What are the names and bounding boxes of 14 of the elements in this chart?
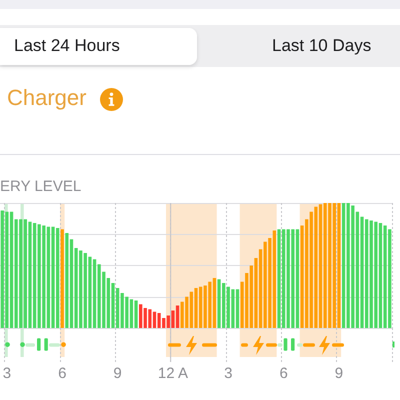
x-tick-label: 3 [2,365,12,382]
text: Last 24 Hours [14,36,120,56]
x-tick-label: 9 [113,365,122,382]
x-tick-label: 9 [334,365,344,382]
chart-title: ERY LEVEL [0,178,82,195]
text: Charger [7,85,86,111]
bar [176,306,180,328]
x-tick-label: 12 A [158,365,188,382]
x-tick-label: 6 [58,365,66,382]
x-tick-label: 6 [279,365,288,382]
text: Last 10 Days [272,36,372,56]
bar [60,229,64,328]
bar [134,300,138,328]
x-tick-label: 3 [224,365,232,382]
